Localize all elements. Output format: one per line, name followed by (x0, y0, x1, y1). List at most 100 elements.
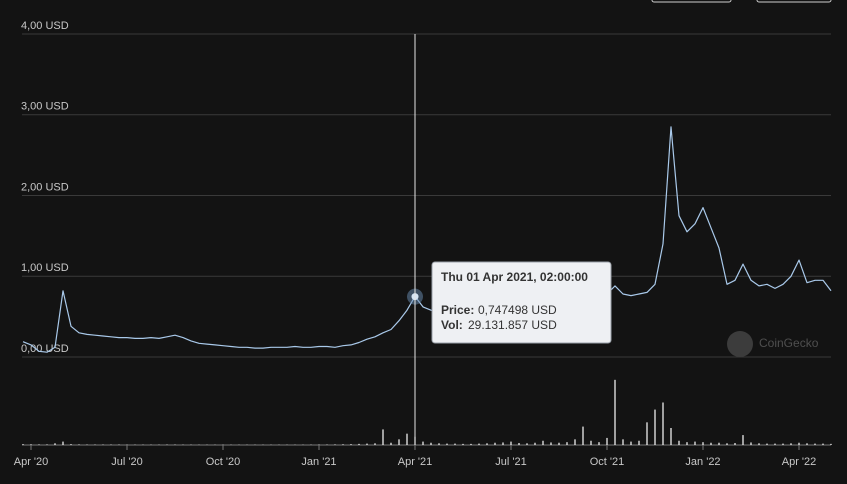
x-tick-label: Jul '21 (495, 456, 526, 468)
volume-bar (830, 443, 832, 445)
volume-bar (510, 441, 512, 445)
volume-bar (702, 442, 704, 445)
x-tick-label: Jan '22 (685, 456, 720, 468)
volume-bar (790, 443, 792, 445)
volume-bar (334, 444, 336, 445)
x-tick-label: Jan '21 (301, 456, 336, 468)
volume-bar (430, 442, 432, 445)
x-tick-label: Jul '20 (111, 456, 142, 468)
volume-bar (438, 443, 440, 445)
volume-bar (374, 443, 376, 445)
x-tick-label: Apr '22 (782, 456, 817, 468)
tooltip: Thu 01 Apr 2021, 02:00:00 Price: 0,74749… (431, 261, 612, 344)
volume-bar (734, 443, 736, 445)
toolbar-button[interactable] (651, 0, 732, 3)
volume-bar (470, 443, 472, 445)
x-tick-label: Apr '20 (14, 456, 49, 468)
volume-bar (726, 443, 728, 445)
grid: 0,00 USD 1,00 USD 2,00 USD 3,00 USD 4,00 USD… (14, 20, 831, 468)
volume-bar (574, 439, 576, 445)
x-tick-label: Oct '20 (206, 456, 241, 468)
volume-bar (686, 442, 688, 445)
volume-bar (78, 444, 80, 445)
volume-bar (814, 443, 816, 445)
volume-bar (606, 437, 608, 445)
volume-bar (494, 442, 496, 445)
tooltip-vol-label: Vol: (441, 318, 463, 332)
watermark-logo (727, 331, 753, 357)
x-tick-label: Oct '21 (590, 456, 625, 468)
volume-bar (70, 444, 72, 445)
volume-bar (758, 443, 760, 445)
volume-bar (782, 443, 784, 445)
toolbar-button[interactable] (756, 0, 832, 3)
volume-bar (622, 439, 624, 445)
tooltip-date: Thu 01 Apr 2021, 02:00:00 (441, 270, 588, 284)
volume-bar (662, 402, 664, 445)
volume-bar (54, 443, 56, 445)
volume-bar (406, 433, 408, 445)
volume-bar (478, 443, 480, 445)
volume-bar (718, 442, 720, 445)
volume-bar (38, 444, 40, 445)
volume-bar (630, 441, 632, 445)
volume-bar (822, 443, 824, 445)
volume-bar (766, 443, 768, 445)
tooltip-price: 0,747498 USD (478, 303, 557, 317)
volume-bar (694, 441, 696, 445)
y-tick-label: 4,00 USD (21, 20, 69, 32)
volume-bar (46, 444, 48, 445)
volume-bar (598, 442, 600, 445)
volume-bar (750, 442, 752, 445)
volume-bar (678, 440, 680, 445)
price-line (22, 126, 832, 353)
plot (22, 126, 832, 445)
volume-bar (358, 443, 360, 445)
volume-bar (342, 444, 344, 445)
tooltip-box (431, 261, 612, 344)
volume-bar (446, 443, 448, 445)
volume-bar (558, 442, 560, 445)
volume-bar (462, 443, 464, 445)
volume-bar (398, 439, 400, 445)
volume-bar (566, 442, 568, 445)
volume-bar (502, 442, 504, 445)
volume-bar (710, 442, 712, 445)
tooltip-vol: 29.131.857 USD (468, 318, 557, 332)
volume-bar (454, 443, 456, 445)
y-tick-label: 3,00 USD (21, 101, 69, 113)
volume-bar (654, 409, 656, 445)
volume-bar (366, 443, 368, 445)
y-tick-label: 0,00 USD (21, 343, 69, 355)
volume-bar (638, 440, 640, 445)
volume-bar (22, 444, 24, 445)
volume-bar (614, 379, 616, 445)
volume-bar (550, 442, 552, 445)
volume-bar (590, 440, 592, 445)
volume-bar (806, 443, 808, 445)
volume-bar (742, 435, 744, 445)
volume-bar (798, 442, 800, 445)
volume-bar (350, 444, 352, 445)
volume-bar (62, 441, 64, 445)
volume-bar (382, 429, 384, 445)
volume-bar (486, 443, 488, 445)
volume-bar (670, 428, 672, 445)
volume-bar (30, 444, 32, 445)
volume-bar (534, 442, 536, 445)
volume-bar (542, 440, 544, 445)
y-tick-label: 1,00 USD (21, 262, 69, 274)
volume-bar (582, 426, 584, 445)
watermark: CoinGecko (759, 336, 819, 350)
volume-bar (518, 443, 520, 445)
volume-bar (422, 441, 424, 445)
tooltip-price-label: Price: (441, 303, 474, 317)
volume-bar (390, 442, 392, 445)
y-tick-label: 2,00 USD (21, 181, 69, 193)
volume-bar (526, 443, 528, 445)
x-tick-label: Apr '21 (398, 456, 433, 468)
volume-bar (774, 443, 776, 445)
